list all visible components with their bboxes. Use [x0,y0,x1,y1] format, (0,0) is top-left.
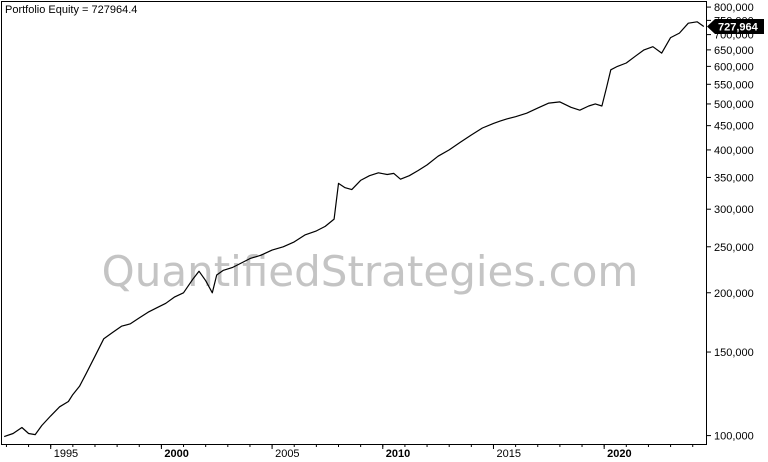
series-layer [4,21,705,438]
y-tick-label: 650,000 [714,45,754,57]
y-tick-label: 800,000 [714,2,754,14]
x-tick-label: 2020 [607,448,631,460]
watermark-text: QuantifiedStrategies.com [102,247,639,296]
x-tick-label: 2005 [275,448,299,460]
x-tick-label: 2000 [164,448,188,460]
y-tick-label: 450,000 [714,121,754,133]
y-tick-label: 400,000 [714,145,754,157]
y-tick-label: 600,000 [714,61,754,73]
y-tick-label: 300,000 [714,204,754,216]
last-value-label: 727,964 [718,22,759,34]
y-tick-label: 150,000 [714,347,754,359]
last-value-badge-shape [707,19,764,35]
chart-title: Portfolio Equity = 727964.4 [5,4,137,16]
y-tick-label: 250,000 [714,242,754,254]
x-axis: 1995 2000 2005 2010 2015 2020 [5,444,694,460]
x-tick-label: 2010 [386,448,410,460]
y-tick-label: 500,000 [714,99,754,111]
last-value-badge: 727,964 [707,19,764,35]
equity-series-line [4,21,705,438]
y-tick-label: 550,000 [714,79,754,91]
y-tick-label: 100,000 [714,431,754,443]
plot-frame [1,1,707,445]
x-tick-label: 2015 [496,448,520,460]
y-tick-label: 350,000 [714,172,754,184]
y-axis: 100,000 150,000 200,000 250,000 300,000 350,0… [706,2,754,443]
x-tick-label: 1995 [54,448,78,460]
y-tick-label: 200,000 [714,288,754,300]
